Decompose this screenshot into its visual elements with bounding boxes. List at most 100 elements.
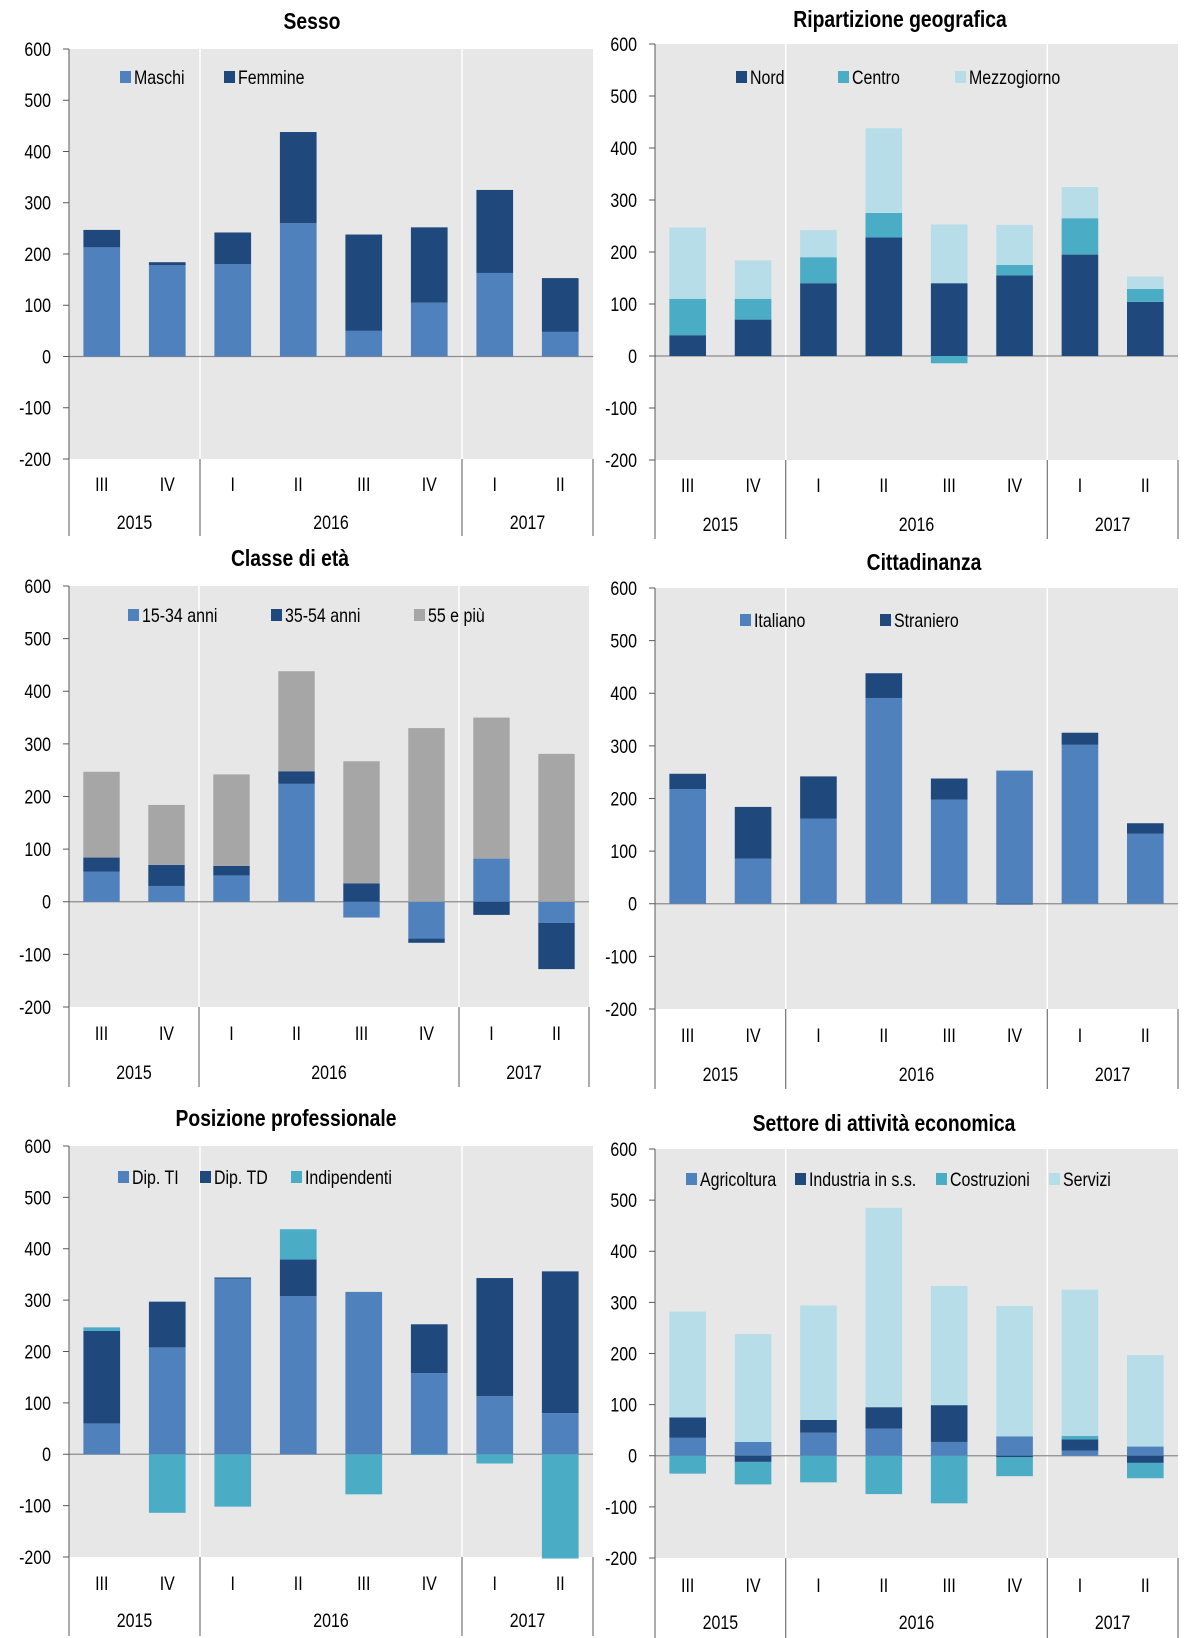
bar-maschi-2016-i [214, 264, 252, 357]
y-tick-label: 500 [610, 630, 637, 652]
legend-swatch [200, 1171, 211, 1183]
x-year-label: 2016 [311, 1062, 346, 1084]
y-tick-label: 0 [42, 346, 51, 368]
bar-centro-2016-iii [930, 356, 968, 364]
legend-swatch [1049, 1173, 1060, 1185]
y-tick-label: -100 [19, 944, 51, 966]
legend-swatch [128, 609, 139, 621]
bar-nord-2015-iv [734, 319, 772, 356]
bar-dip-ti-2017-i [476, 1396, 514, 1455]
y-tick-label: 500 [24, 90, 51, 112]
y-tick-label: 0 [628, 1445, 637, 1467]
x-quarter-label: I [816, 1575, 820, 1597]
y-tick-label: -200 [605, 999, 637, 1021]
plot-background [69, 49, 593, 459]
x-quarter-label: III [681, 1025, 694, 1047]
bar-mezzogiorno-2015-iv [734, 260, 772, 299]
bar-agricoltura-2017-i [1061, 1450, 1099, 1456]
y-tick-label: -100 [605, 1497, 637, 1519]
bar-costruzioni-2016-i [800, 1455, 837, 1483]
x-year-label: 2016 [313, 512, 348, 534]
y-tick-label: 100 [610, 841, 637, 863]
y-tick-label: 500 [610, 1190, 637, 1212]
bar-dip-ti-2016-ii [279, 1296, 317, 1455]
bar-dip-td-2016-iv [410, 1324, 448, 1374]
bar-15-34-anni-2015-iv [148, 885, 185, 902]
x-year-label: 2015 [703, 1064, 739, 1086]
bar-straniero-2015-iv [734, 806, 772, 859]
bar-indipendenti-2016-ii [279, 1229, 317, 1260]
legend-label: Centro [852, 67, 900, 89]
bar-italiano-2016-i [800, 818, 837, 904]
x-quarter-label: II [292, 1023, 301, 1045]
y-tick-label: 400 [610, 683, 637, 705]
bar-55-e-piu-2016-i [213, 774, 250, 866]
bar-mezzogiorno-2015-iii [669, 227, 706, 299]
legend-label: Femmine [238, 67, 304, 89]
bar-centro-2016-ii [865, 213, 903, 238]
chart-title: Classe di età [231, 547, 349, 572]
legend-item-15-34-anni: 15-34 anni [128, 605, 217, 626]
x-quarter-label: II [294, 474, 303, 496]
x-quarter-label: IV [746, 1575, 761, 1597]
bar-italiano-2016-ii [865, 697, 903, 904]
bar-15-34-anni-2015-iii [83, 871, 120, 902]
bar-agricoltura-2017-ii [1127, 1446, 1164, 1456]
bar-straniero-2016-iv [996, 903, 1033, 905]
bar-nord-2016-iv [996, 275, 1033, 356]
x-year-label: 2017 [510, 512, 545, 534]
bar-indipendenti-2015-iv [148, 1454, 186, 1513]
legend-item-costruzioni: Costruzioni [936, 1169, 1030, 1191]
chart-title: Sesso [284, 10, 341, 35]
legend-item-35-54-anni: 35-54 anni [271, 605, 360, 626]
bar-dip-td-2015-iii [83, 1330, 121, 1424]
bar-straniero-2016-iii [930, 778, 968, 800]
x-year-label: 2015 [117, 512, 153, 534]
x-quarter-label: II [879, 475, 888, 497]
bar-35-54-anni-2015-iii [83, 857, 120, 872]
legend-item-mezzogiorno: Mezzogiorno [955, 67, 1061, 88]
y-tick-label: -200 [19, 449, 51, 471]
x-quarter-label: II [556, 1573, 565, 1595]
bar-centro-2016-iv [996, 265, 1033, 276]
legend-swatch [795, 1173, 806, 1185]
legend-label: Straniero [894, 610, 959, 632]
legend-label: Costruzioni [950, 1169, 1030, 1191]
bar-costruzioni-2016-ii [865, 1455, 903, 1495]
x-quarter-label: III [95, 1023, 108, 1045]
bar-55-e-piu-2016-ii [278, 671, 315, 772]
y-tick-label: 300 [610, 190, 637, 212]
y-tick-label: -100 [19, 1495, 51, 1517]
y-tick-label: 100 [24, 839, 51, 861]
x-quarter-label: III [943, 1025, 956, 1047]
bar-industria-in-s-s-2017-ii [1127, 1455, 1164, 1463]
bar-italiano-2015-iii [669, 789, 706, 904]
x-year-label: 2016 [899, 1064, 934, 1086]
bar-indipendenti-2016-i [214, 1454, 252, 1507]
x-quarter-label: II [879, 1575, 888, 1597]
bar-agricoltura-2016-ii [865, 1428, 903, 1456]
bar-55-e-piu-2017-i [473, 717, 510, 859]
x-year-label: 2017 [510, 1610, 545, 1632]
bar-nord-2015-iii [669, 335, 706, 356]
y-tick-label: 200 [24, 244, 51, 266]
y-tick-label: -200 [605, 450, 637, 472]
y-tick-label: 600 [610, 1139, 637, 1161]
legend-label: Indipendenti [305, 1167, 392, 1189]
legend-label: Maschi [134, 67, 185, 89]
legend-swatch [271, 609, 282, 621]
x-quarter-label: I [231, 474, 235, 496]
y-tick-label: 600 [24, 1136, 51, 1158]
bar-dip-ti-2016-iii [345, 1291, 383, 1455]
plot-background [69, 1146, 593, 1557]
y-tick-label: 400 [24, 141, 51, 163]
x-quarter-label: III [357, 1573, 370, 1595]
x-quarter-label: I [493, 1573, 497, 1595]
x-quarter-label: I [489, 1023, 493, 1045]
bar-centro-2015-iv [734, 298, 772, 320]
legend-label: Dip. TD [214, 1167, 268, 1189]
bar-industria-in-s-s-2016-iv [996, 1455, 1033, 1458]
